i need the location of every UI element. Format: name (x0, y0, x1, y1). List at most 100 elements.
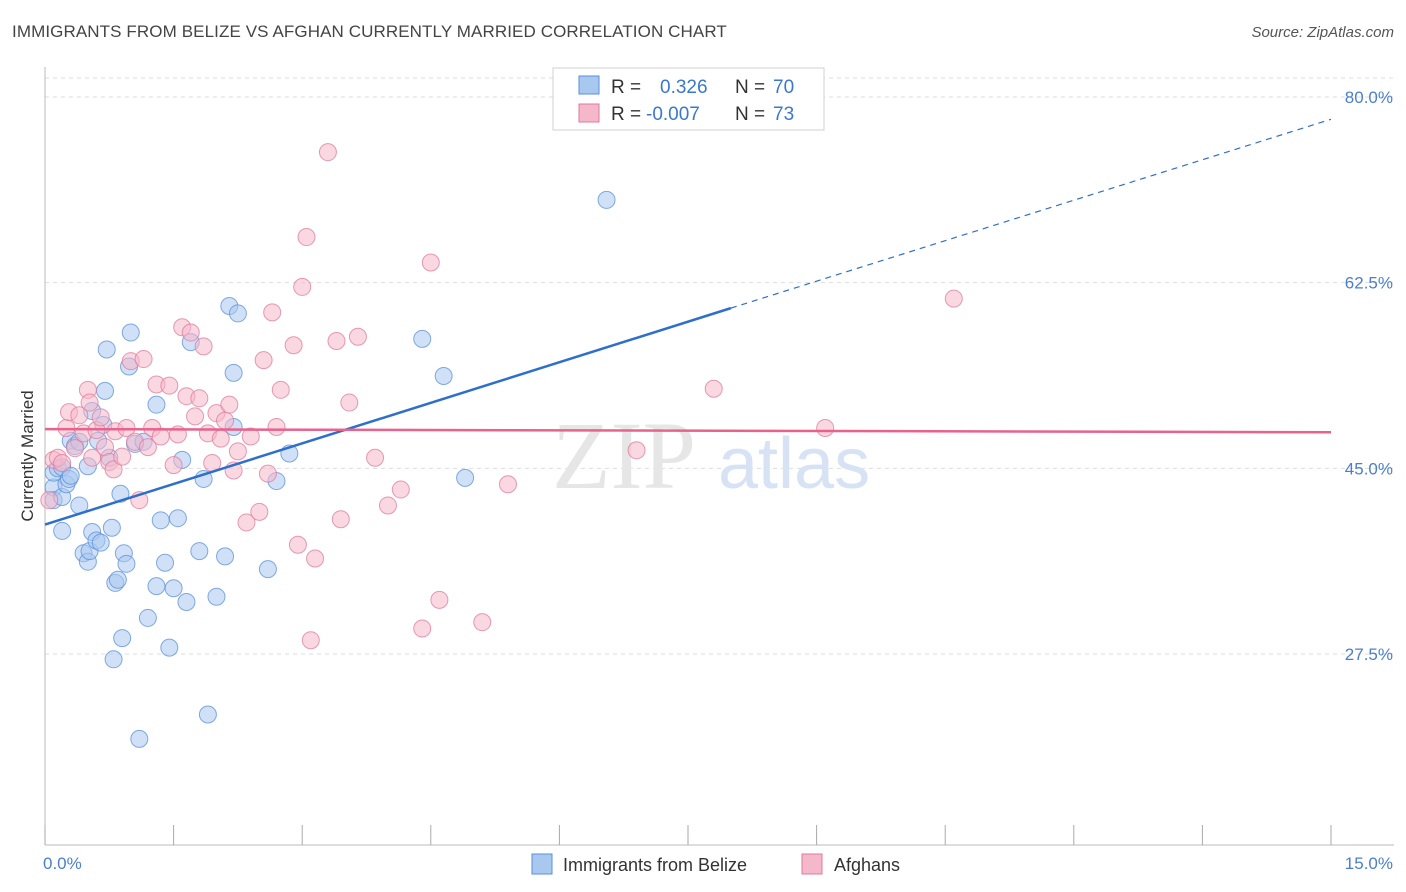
point-afghan-3 (53, 454, 72, 473)
legend-n-label-belize: N = (735, 77, 765, 98)
point-belize-49 (177, 593, 196, 612)
point-belize-47 (168, 509, 187, 528)
y-tick-labels: 27.5% 45.0% 62.5% 80.0% (1345, 88, 1393, 664)
x-tick-label-1: 15.0% (1345, 854, 1393, 873)
trend-lines (44, 118, 1332, 526)
point-belize-41 (147, 577, 166, 596)
trend-line-belize (44, 306, 732, 526)
point-afghan-11 (83, 448, 102, 467)
point-afghan-0 (40, 491, 59, 510)
point-afghan-57 (301, 631, 320, 650)
x-tick-label-0: 0.0% (43, 854, 82, 873)
point-belize-34 (117, 554, 136, 573)
point-afghan-34 (186, 407, 205, 426)
y-tick-label-2: 62.5% (1345, 274, 1393, 293)
legend-n-value-belize: 70 (773, 77, 794, 98)
legend-swatch-afghans (578, 103, 600, 123)
legend-n-value-afghans: 73 (773, 104, 794, 125)
point-belize-64 (434, 367, 453, 386)
point-afghan-52 (271, 380, 290, 399)
y-axis-label: Currently Married (18, 390, 37, 521)
point-belize-65 (456, 468, 475, 487)
bottom-legend-label-afghans: Afghans (834, 855, 900, 875)
legend-r-value-afghans: -0.007 (646, 104, 700, 125)
point-afghan-45 (237, 513, 256, 532)
point-afghan-55 (293, 277, 312, 296)
point-afghan-74 (816, 419, 835, 438)
point-afghan-54 (288, 535, 307, 554)
point-belize-38 (130, 729, 149, 748)
point-afghan-14 (96, 438, 115, 457)
point-belize-9 (61, 466, 80, 485)
trend-line-belize-extension (730, 118, 1332, 309)
point-afghan-58 (306, 549, 325, 568)
point-afghan-36 (194, 337, 213, 356)
point-afghan-44 (228, 442, 247, 461)
bottom-legend-swatch-belize (531, 853, 553, 875)
point-afghan-6 (66, 439, 85, 458)
point-afghan-18 (113, 447, 132, 466)
chart-title: IMMIGRANTS FROM BELIZE VS AFGHAN CURRENT… (12, 22, 727, 41)
point-afghan-67 (413, 619, 432, 638)
watermark-zip: ZIP (552, 402, 696, 509)
point-afghan-64 (366, 448, 385, 467)
point-belize-43 (151, 511, 170, 530)
point-afghan-56 (297, 228, 316, 247)
point-belize-24 (96, 381, 115, 400)
point-afghan-71 (498, 475, 517, 494)
point-belize-25 (97, 340, 116, 359)
point-belize-40 (138, 608, 157, 627)
point-belize-66 (597, 190, 616, 209)
point-afghan-24 (138, 438, 157, 457)
point-belize-51 (190, 542, 209, 561)
legend-correlation: R = 0.326 N = 70 R = -0.007 N = 73 (552, 67, 825, 131)
point-afghan-68 (421, 253, 440, 272)
legend-series: Immigrants from Belize Afghans (531, 853, 900, 875)
point-afghan-62 (340, 393, 359, 412)
point-belize-53 (198, 705, 217, 724)
point-afghan-65 (378, 496, 397, 515)
point-belize-27 (102, 518, 121, 537)
point-afghan-61 (331, 510, 350, 529)
point-afghan-63 (348, 327, 367, 346)
point-afghan-13 (91, 408, 110, 427)
point-belize-30 (108, 570, 127, 589)
watermark: ZIP atlas (552, 402, 870, 509)
point-afghan-66 (391, 480, 410, 499)
point-afghan-51 (267, 417, 286, 436)
data-points (40, 143, 963, 748)
point-afghan-49 (258, 464, 277, 483)
point-afghan-42 (220, 395, 239, 414)
point-afghan-23 (134, 350, 153, 369)
chart-source: Source: ZipAtlas.com (1251, 24, 1394, 41)
point-afghan-46 (241, 427, 260, 446)
y-tick-label-3: 80.0% (1345, 88, 1393, 107)
point-belize-22 (91, 533, 110, 552)
point-belize-59 (228, 304, 247, 323)
point-belize-60 (258, 560, 277, 579)
point-belize-31 (111, 484, 130, 503)
bottom-legend-label-belize: Immigrants from Belize (563, 855, 747, 875)
point-belize-55 (216, 547, 235, 566)
point-belize-32 (113, 629, 132, 648)
point-afghan-70 (473, 613, 492, 632)
point-belize-46 (164, 579, 183, 598)
point-afghan-10 (80, 393, 99, 412)
point-afghan-47 (250, 502, 269, 521)
trend-line-afghans (44, 427, 1332, 434)
point-belize-42 (147, 395, 166, 414)
y-tick-label-0: 27.5% (1345, 645, 1393, 664)
point-afghan-75 (944, 289, 963, 308)
point-afghan-7 (70, 406, 89, 425)
point-afghan-50 (263, 303, 282, 322)
gridlines (45, 77, 1394, 655)
point-belize-28 (104, 650, 123, 669)
point-afghan-41 (216, 411, 235, 430)
point-belize-45 (160, 638, 179, 657)
legend-r-label-belize: R = (611, 77, 641, 98)
point-afghan-60 (327, 332, 346, 351)
point-belize-54 (207, 587, 226, 606)
point-afghan-73 (704, 379, 723, 398)
point-belize-57 (224, 363, 243, 382)
